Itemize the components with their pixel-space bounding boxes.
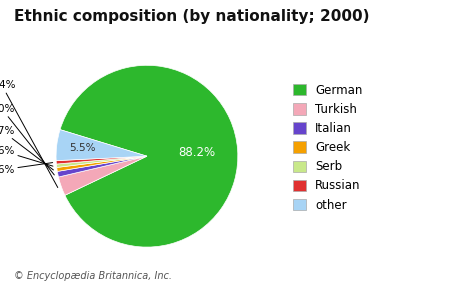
Text: 3.4%: 3.4% [0, 80, 58, 187]
Wedge shape [60, 65, 238, 247]
Wedge shape [56, 156, 147, 164]
Text: 1.0%: 1.0% [0, 104, 55, 175]
Text: 0.6%: 0.6% [0, 163, 53, 175]
Text: Ethnic composition (by nationality; 2000): Ethnic composition (by nationality; 2000… [14, 9, 370, 24]
Wedge shape [56, 130, 147, 161]
Wedge shape [56, 156, 147, 168]
Wedge shape [57, 156, 147, 177]
Text: 88.2%: 88.2% [178, 146, 215, 159]
Wedge shape [57, 156, 147, 172]
Wedge shape [58, 156, 147, 195]
Text: 0.6%: 0.6% [0, 146, 53, 166]
Text: 5.5%: 5.5% [69, 143, 95, 153]
Text: © Encyclopædia Britannica, Inc.: © Encyclopædia Britannica, Inc. [14, 271, 172, 281]
Text: 0.7%: 0.7% [0, 126, 54, 170]
Legend: German, Turkish, Italian, Greek, Serb, Russian, other: German, Turkish, Italian, Greek, Serb, R… [290, 82, 365, 214]
